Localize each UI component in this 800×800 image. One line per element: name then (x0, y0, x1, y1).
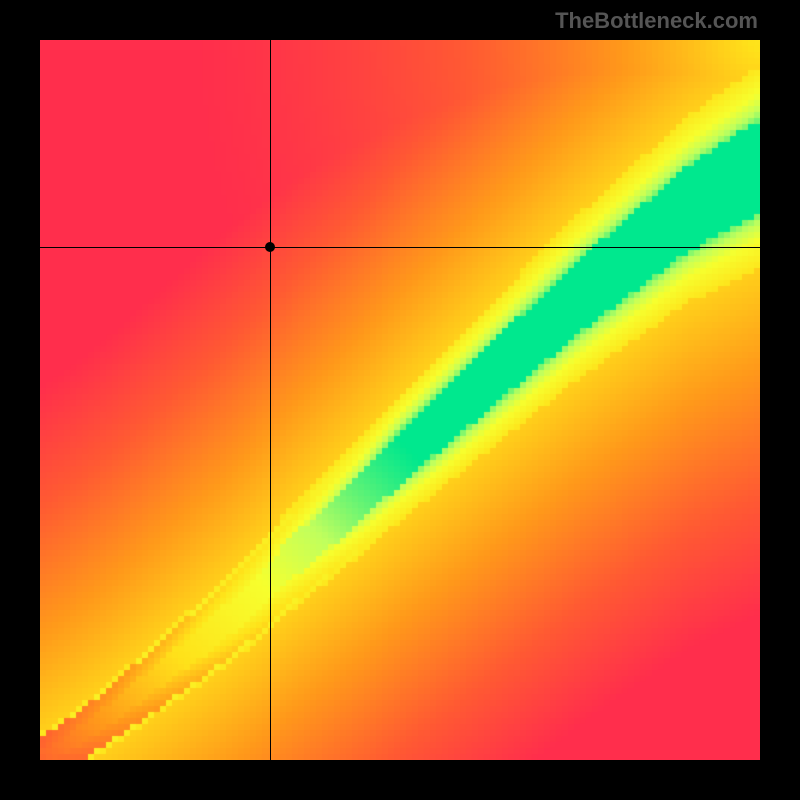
attribution-text: TheBottleneck.com (555, 8, 758, 34)
bottleneck-heatmap (40, 40, 760, 760)
chart-area (40, 40, 760, 760)
crosshair-horizontal-line (40, 247, 760, 248)
crosshair-marker-dot (265, 242, 275, 252)
crosshair-vertical-line (270, 40, 271, 760)
